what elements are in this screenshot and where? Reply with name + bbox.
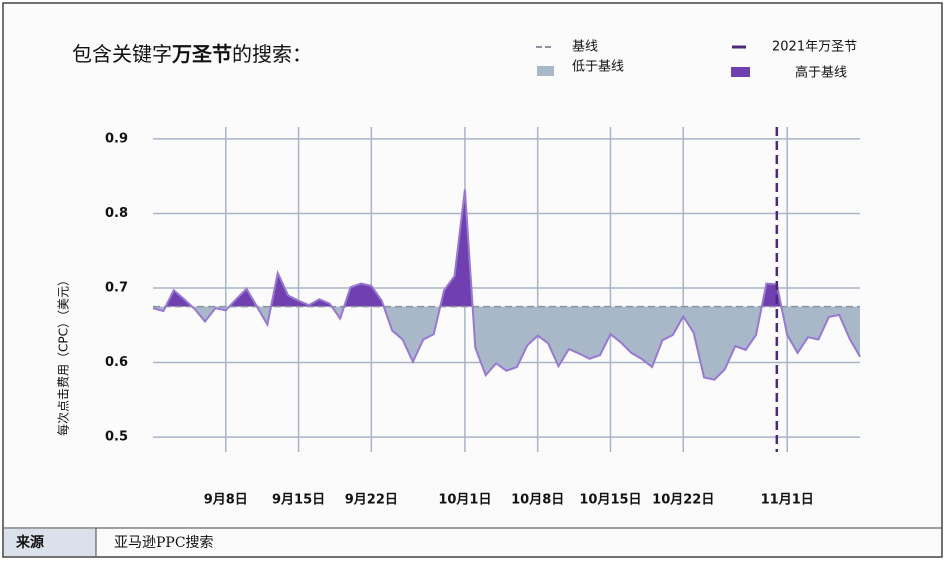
y-tick-label: 0.8 [105, 206, 128, 221]
y-axis-label: 每次点击费用（CPC）（美元） [56, 274, 71, 436]
y-tick-label: 0.7 [105, 281, 128, 296]
title-part: 万圣节 [171, 42, 232, 66]
x-tick-label: 11月1日 [761, 493, 814, 508]
x-tick-label: 9月15日 [272, 493, 325, 508]
footer-label-cell [4, 529, 96, 556]
x-tick-label: 9月8日 [204, 493, 248, 508]
x-tick-label: 10月1日 [438, 493, 491, 508]
y-tick-label: 0.5 [105, 430, 128, 445]
legend-label: 2021年万圣节 [772, 40, 857, 55]
legend-label: 基线 [572, 40, 598, 55]
title-part: 的搜索： [232, 42, 312, 66]
legend-below-swatch [537, 66, 554, 76]
x-tick-label: 10月15日 [579, 493, 641, 508]
source-label: 来源 [15, 534, 44, 551]
legend-label: 低于基线 [572, 60, 624, 75]
title-part: 包含关键字 [72, 42, 172, 66]
line [152, 189, 861, 381]
y-tick-label: 0.9 [105, 131, 128, 146]
source-text: 亚马逊PPC搜索 [114, 534, 214, 551]
legend-above-swatch [731, 67, 750, 77]
area-below [153, 306, 860, 380]
x-tick-label: 10月22日 [652, 493, 714, 508]
legend-label: 高于基线 [795, 65, 847, 81]
y-tick-label: 0.6 [105, 355, 128, 370]
x-tick-label: 9月22日 [345, 493, 398, 508]
x-tick-label: 10月8日 [511, 493, 564, 508]
chart-title: 包含关键字万圣节的搜索： [72, 42, 312, 66]
